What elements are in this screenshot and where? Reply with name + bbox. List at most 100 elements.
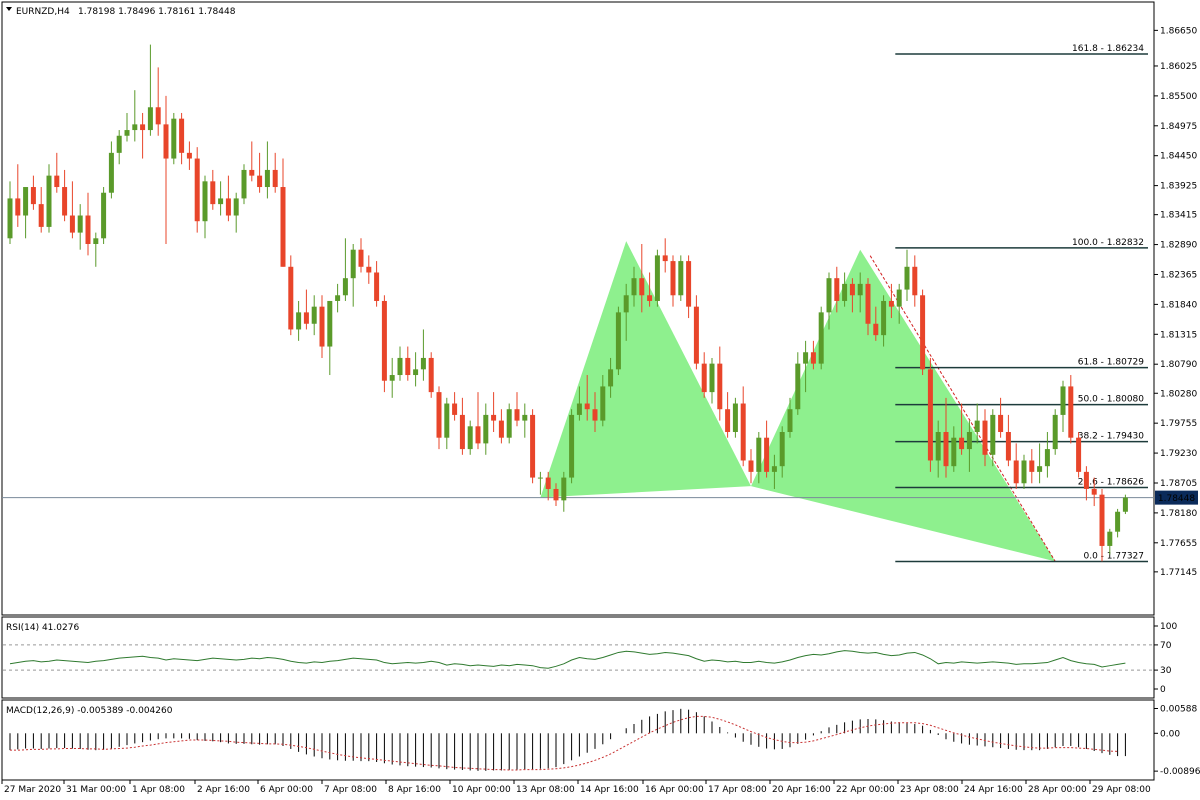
candle-bull [678, 261, 684, 296]
candle-bull [116, 135, 122, 153]
candle-bear [54, 175, 60, 188]
candle-bull [77, 215, 83, 233]
fib-level-label: 61.8 - 1.80729 [1078, 358, 1144, 368]
candle-bear [647, 295, 653, 301]
candle-bear [1005, 431, 1011, 461]
candle-bull [389, 375, 395, 381]
macd-y-tick-label: -0.008964 [1160, 767, 1200, 777]
rsi-y-tick-label: 0 [1160, 685, 1166, 695]
candle-bear [959, 437, 965, 450]
candle-bear [943, 431, 949, 467]
y-tick-label: 1.84975 [1160, 122, 1197, 132]
y-tick-label: 1.79755 [1160, 419, 1197, 429]
candle-bull [202, 181, 208, 222]
fib-level-label: 50.0 - 1.80080 [1078, 395, 1144, 405]
x-tick-label: 7 Apr 08:00 [324, 785, 377, 795]
candle-bear [374, 272, 380, 301]
candle-bull [311, 306, 317, 324]
candle-bull [444, 403, 450, 438]
candle-bear [584, 403, 590, 410]
candle-bear [1091, 488, 1097, 495]
chart-symbol: EURNZD,H4 [16, 7, 70, 17]
candle-bear [452, 403, 458, 415]
candle-bear [194, 158, 200, 222]
y-tick-label: 1.83415 [1160, 211, 1197, 221]
candle-bear [545, 477, 551, 489]
candle-bull [904, 266, 910, 290]
candle-bull [600, 386, 606, 421]
y-tick-label: 1.86650 [1160, 26, 1197, 36]
x-tick-label: 31 Mar 00:00 [66, 785, 126, 795]
candle-bear [849, 283, 855, 296]
x-tick-label: 10 Apr 00:00 [452, 785, 511, 795]
candle-bull [896, 289, 902, 307]
x-tick-label: 22 Apr 00:00 [836, 785, 895, 795]
candle-bear [912, 266, 918, 296]
candle-bull [1021, 460, 1027, 484]
x-tick-label: 29 Apr 08:00 [1092, 785, 1151, 795]
candle-bear [998, 414, 1004, 432]
macd-signal-line [10, 715, 1118, 771]
candle-bear [662, 255, 668, 262]
candle-bull [1044, 449, 1050, 467]
candle-bear [272, 169, 278, 188]
candle-bull [615, 312, 621, 370]
y-tick-label: 1.81315 [1160, 330, 1197, 340]
candle-bull [1115, 511, 1121, 532]
candle-bull [420, 357, 426, 370]
x-tick-label: 6 Apr 00:00 [260, 785, 313, 795]
candle-bear [358, 249, 364, 267]
candle-bull [779, 431, 785, 467]
candle-bear [865, 283, 871, 324]
candle-bear [155, 107, 161, 125]
candle-bear [725, 409, 731, 432]
candle-bull [335, 295, 341, 301]
fib-level-label: 161.8 - 1.86234 [1072, 44, 1144, 54]
candle-bull [881, 300, 887, 336]
candle-bear [514, 409, 520, 421]
x-tick-label: 14 Apr 16:00 [580, 785, 639, 795]
candle-bear [288, 266, 294, 330]
candle-bear [85, 215, 91, 244]
candle-bull [857, 283, 863, 296]
candle-bull [296, 312, 302, 330]
candle-bear [210, 181, 216, 205]
candle-bull [522, 414, 528, 421]
y-tick-label: 1.82890 [1160, 241, 1197, 251]
candle-bear [163, 124, 169, 159]
candle-bear [693, 306, 699, 364]
candle-bear [810, 352, 816, 364]
candle-bear [717, 363, 723, 410]
dropdown-triangle-icon[interactable] [6, 7, 12, 11]
candle-bull [397, 357, 403, 376]
candle-bear [686, 261, 692, 307]
candle-bear [592, 409, 598, 421]
candle-bear [1068, 386, 1074, 438]
candle-bear [69, 215, 75, 233]
candle-bull [483, 414, 489, 444]
x-tick-label: 28 Apr 00:00 [1028, 785, 1087, 795]
candle-bull [147, 107, 153, 131]
y-tick-label: 1.77145 [1160, 568, 1197, 578]
candle-bear [1076, 437, 1082, 472]
candle-bull [233, 198, 239, 216]
candle-bull [46, 175, 52, 227]
candle-bull [1060, 386, 1066, 415]
candle-bear [30, 187, 36, 205]
trend-line-dashed [869, 255, 1056, 562]
candle-bear [764, 437, 770, 472]
candle-bear [436, 392, 442, 438]
candle-bull [771, 466, 777, 472]
candle-bull [93, 238, 99, 244]
candle-bear [303, 312, 309, 324]
candle-bear [748, 460, 754, 472]
x-tick-label: 23 Apr 08:00 [900, 785, 959, 795]
candle-bear [179, 118, 185, 153]
candle-bull [709, 363, 715, 393]
y-tick-label: 1.78705 [1160, 479, 1197, 489]
candle-bull [101, 192, 107, 239]
candle-bear [639, 278, 645, 296]
candle-bear [873, 323, 879, 336]
candle-bear [491, 414, 497, 421]
y-tick-label: 1.79230 [1160, 449, 1197, 459]
